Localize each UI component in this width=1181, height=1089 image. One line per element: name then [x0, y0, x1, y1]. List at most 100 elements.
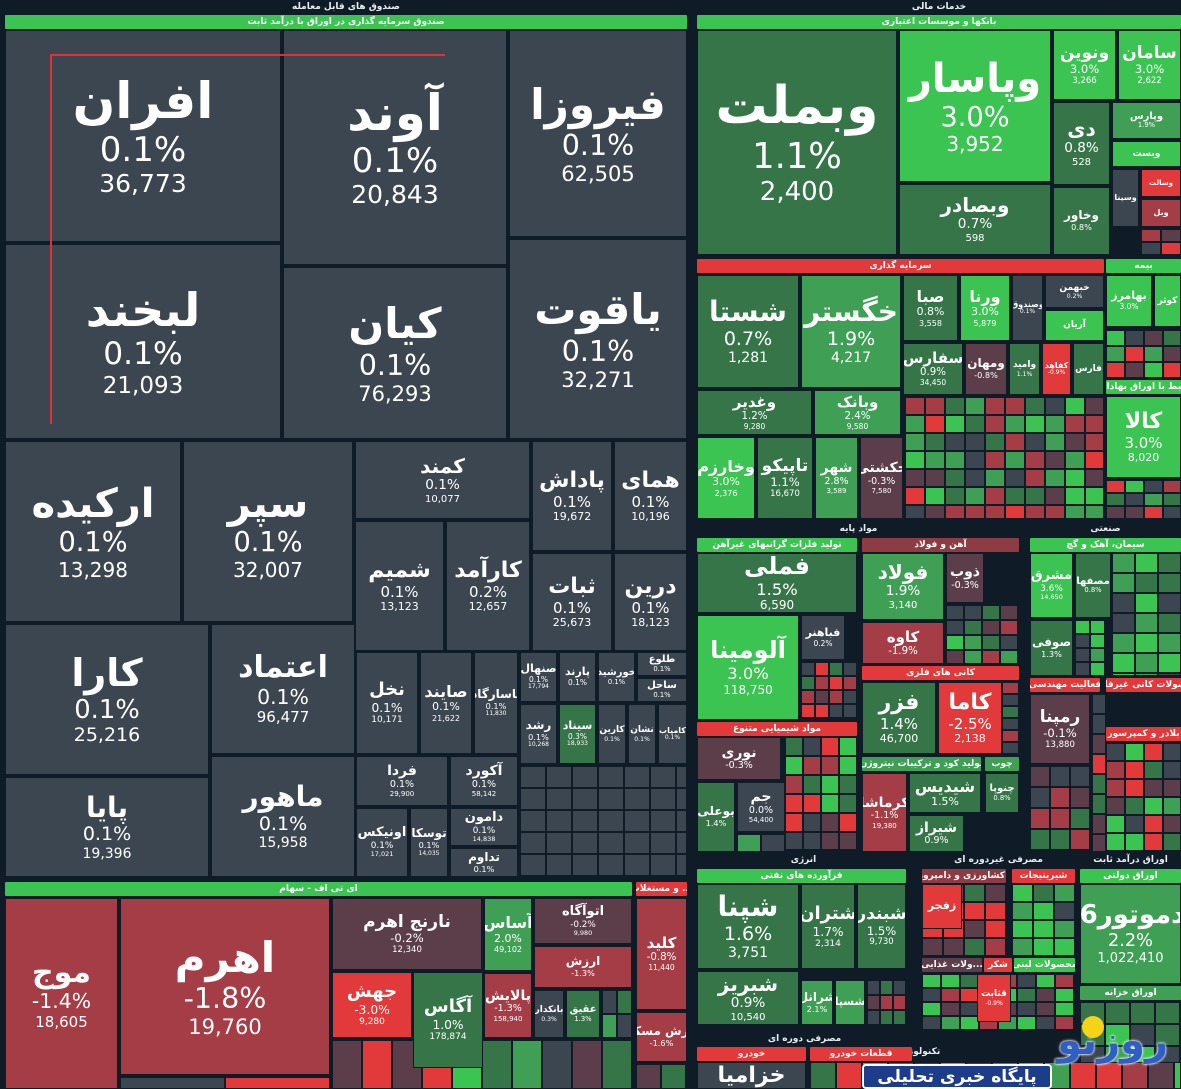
stock-tile-small[interactable]: [1085, 451, 1104, 469]
stock-tile[interactable]: کیان 0.1% 76,293: [283, 267, 507, 439]
stock-tile-small[interactable]: [1017, 1002, 1036, 1016]
stock-tile-small[interactable]: [1002, 718, 1019, 730]
stock-tile-small[interactable]: [1055, 1002, 1074, 1016]
stock-tile-small[interactable]: [1036, 974, 1055, 988]
stock-tile-small[interactable]: [922, 1002, 941, 1016]
stock-tile[interactable]: اتوآگاه -0.2% 9,980: [534, 898, 632, 944]
stock-tile-small[interactable]: [602, 990, 617, 1014]
stock-tile[interactable]: بانکدار 0.3%: [534, 990, 564, 1038]
stock-tile[interactable]: حکشتی-0.3%7,580: [860, 437, 903, 519]
stock-tile-small[interactable]: [1005, 487, 1025, 505]
stock-tile-small[interactable]: [839, 813, 857, 832]
stock-tile[interactable]: ساحل 0.1%: [637, 678, 687, 702]
stock-tile[interactable]: صبا 0.8% 3,558: [903, 275, 958, 341]
stock-tile[interactable]: نوری -0.3%: [697, 737, 781, 780]
stock-tile-small[interactable]: [893, 980, 906, 995]
stock-tile-small[interactable]: [1144, 761, 1163, 779]
sector-header[interactable]: مرتبط با اوراق بهادار...: [1106, 380, 1181, 394]
stock-tile-small[interactable]: [1075, 662, 1090, 676]
stock-tile[interactable]: مشرق 3.6% 14,650: [1030, 553, 1073, 618]
stock-tile-small[interactable]: [1030, 766, 1050, 787]
stock-tile-small[interactable]: [1000, 620, 1018, 635]
stock-tile-small[interactable]: [1002, 682, 1019, 694]
stock-tile[interactable]: کارا 0.1% 25,216: [5, 624, 209, 775]
stock-tile-small[interactable]: [661, 1064, 686, 1089]
stock-tile-small[interactable]: [922, 1016, 941, 1030]
stock-tile[interactable]: فملی 1.5% 6,590: [697, 553, 857, 613]
stock-tile-small[interactable]: [1070, 766, 1090, 787]
stock-tile[interactable]: شتران 1.7% 2,314: [801, 884, 855, 969]
stock-tile-small[interactable]: [1025, 433, 1045, 451]
sector-header[interactable]: سرمایه گذاری: [697, 259, 1104, 273]
stock-tile[interactable]: وغدیر 1.2% 9,280: [697, 390, 812, 435]
sector-header[interactable]: ... و مستغلات: [636, 882, 687, 896]
stock-tile-small[interactable]: [964, 902, 985, 920]
stock-tile-small[interactable]: [1158, 653, 1181, 673]
stock-tile-small[interactable]: [946, 620, 964, 635]
stock-tile-small[interactable]: [1144, 743, 1163, 761]
stock-tile-small[interactable]: [542, 1040, 572, 1089]
stock-tile[interactable]: اهرم -1.8% 19,760: [120, 898, 330, 1075]
stock-tile-small[interactable]: [821, 756, 839, 775]
stock-tile[interactable]: کرماشا -1.1% 19,380: [862, 773, 907, 852]
stock-tile-small[interactable]: [1144, 815, 1163, 833]
stock-tile-small[interactable]: [617, 1014, 632, 1038]
stock-tile[interactable]: جهش -3.0% 9,280: [332, 972, 412, 1038]
stock-tile-small[interactable]: [1112, 673, 1135, 676]
stock-tile-small[interactable]: [650, 832, 676, 854]
stock-tile-small[interactable]: [925, 451, 945, 469]
stock-tile[interactable]: فزر 1.4% 46,700: [862, 682, 936, 754]
stock-tile-small[interactable]: [1055, 1016, 1074, 1030]
stock-tile-small[interactable]: [815, 704, 829, 718]
stock-tile-small[interactable]: [1070, 808, 1090, 829]
stock-tile[interactable]: آساس 2.0% 49,102: [484, 898, 532, 971]
stock-tile-small[interactable]: [1125, 480, 1144, 493]
stock-tile-small[interactable]: [520, 810, 546, 832]
stock-tile-small[interactable]: [1030, 787, 1050, 808]
stock-tile-small[interactable]: [925, 505, 945, 519]
stock-tile-small[interactable]: [945, 415, 965, 433]
stock-tile[interactable]: نارنج اهرم -0.2% 12,340: [332, 898, 482, 970]
stock-tile-small[interactable]: [1033, 902, 1054, 920]
sector-header[interactable]: تولید کود و ترکیبات نیتروژن: [862, 757, 981, 771]
stock-tile-small[interactable]: [985, 469, 1005, 487]
stock-tile-small[interactable]: [1158, 573, 1181, 593]
stock-tile-small[interactable]: [867, 995, 880, 1010]
sector-header[interactable]: صندوق سرمایه گذاری در اوراق با درآمد ثاب…: [5, 15, 687, 29]
stock-tile-small[interactable]: [1002, 694, 1019, 706]
stock-tile-small[interactable]: [839, 832, 857, 850]
stock-tile-small[interactable]: [624, 832, 650, 854]
stock-tile-small[interactable]: [1163, 761, 1181, 779]
stock-tile-small[interactable]: [985, 487, 1005, 505]
stock-tile-small[interactable]: [1092, 754, 1106, 774]
stock-tile-small[interactable]: [1155, 1002, 1180, 1024]
sector-header[interactable]: چوب: [985, 757, 1019, 771]
stock-tile-small[interactable]: [1070, 787, 1090, 808]
stock-tile-small[interactable]: [945, 487, 965, 505]
stock-tile-small[interactable]: [1144, 493, 1163, 506]
stock-tile-small[interactable]: [1045, 415, 1065, 433]
sector-header[interactable]: تولید فلزات گرانبهای غیرآهن: [697, 538, 857, 552]
stock-tile-small[interactable]: [1144, 779, 1163, 797]
stock-tile-small[interactable]: [905, 397, 925, 415]
sector-header[interactable]: کانی های فلزی: [862, 666, 1019, 680]
stock-tile-small[interactable]: [1161, 242, 1181, 255]
stock-tile[interactable]: لبخند 0.1% 21,093: [5, 244, 281, 439]
sector-header[interactable]: تکنولوژی: [899, 1047, 941, 1057]
stock-tile-small[interactable]: [905, 487, 925, 505]
stock-tile-small[interactable]: [1135, 653, 1158, 673]
sector-header[interactable]: آهن و فولاد: [862, 538, 1019, 552]
stock-tile[interactable]: شیراز 0.9%: [909, 815, 964, 852]
stock-tile-small[interactable]: [893, 995, 906, 1010]
stock-tile-small[interactable]: [843, 662, 857, 676]
stock-tile[interactable]: ارکیده 0.1% 13,298: [5, 441, 181, 622]
stock-tile-small[interactable]: [922, 974, 941, 988]
stock-tile-small[interactable]: [1085, 469, 1104, 487]
stock-tile-small[interactable]: [1065, 415, 1085, 433]
sector-header[interactable]: اوراق دولتی: [1080, 869, 1181, 883]
stock-tile-small[interactable]: [617, 990, 632, 1014]
stock-tile[interactable]: صنهال 0.1% 17,794: [520, 652, 557, 702]
stock-tile-small[interactable]: [1005, 505, 1025, 519]
stock-tile-small[interactable]: [1112, 633, 1135, 653]
stock-tile-small[interactable]: [829, 662, 843, 676]
